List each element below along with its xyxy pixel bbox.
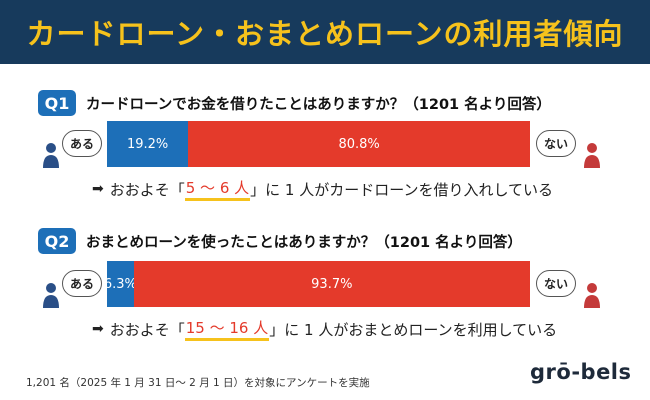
person-icon — [584, 143, 600, 168]
q2-yes-value-label: 6.3% — [107, 276, 134, 292]
person-icon — [584, 283, 600, 308]
q1-result-highlight: 5 ～ 6 人 — [184, 177, 251, 201]
logo: grō-bels — [530, 360, 632, 384]
arrow-right-icon: ➡ — [92, 321, 104, 337]
q2-no-value-label: 93.7% — [311, 276, 353, 292]
q1-no-value-label: 80.8% — [338, 136, 380, 152]
q2-result-highlight: 15 ～ 16 人 — [184, 317, 270, 341]
q2-question-text: おまとめローンを使ったことはありますか？（1201 名より回答） — [86, 235, 522, 251]
q1-no-label: ない — [536, 130, 576, 157]
q2-bar: 6.3% 93.7% — [107, 261, 530, 307]
q1-yes-segment: 19.2% — [107, 121, 189, 167]
q2-result: ➡ おおよそ「 15 ～ 16 人 」に 1 人がおまとめローンを利用している — [92, 317, 557, 341]
survey-footnote: 1,201 名（2025 年 1 月 31 日～ 2 月 1 日）を対象にアンケ… — [26, 377, 370, 389]
person-icon — [43, 143, 59, 168]
q2-no-label: ない — [536, 270, 576, 297]
q1-badge: Q1 — [38, 90, 76, 116]
q1-result-prefix: おおよそ「 — [109, 180, 185, 199]
q2-yes-segment: 6.3% — [107, 261, 134, 307]
q2-result-prefix: おおよそ「 — [109, 320, 185, 339]
q2-badge: Q2 — [38, 228, 76, 254]
header: カードローン・おまとめローンの利用者傾向 — [0, 0, 650, 64]
q1-no-segment: 80.8% — [188, 121, 530, 167]
q1-yes-value-label: 19.2% — [126, 136, 169, 152]
q2-result-suffix: 」に 1 人がおまとめローンを利用している — [269, 320, 558, 339]
q1-result-suffix: 」に 1 人がカードローンを借り入れしている — [250, 180, 554, 199]
arrow-right-icon: ➡ — [92, 181, 104, 197]
q1-yes-label: ある — [62, 130, 102, 157]
person-icon — [43, 283, 59, 308]
q1-question-text: カードローンでお金を借りたことはありますか？（1201 名より回答） — [86, 97, 551, 113]
q2-yes-label: ある — [62, 270, 102, 297]
q1-bar: 19.2% 80.8% — [107, 121, 530, 167]
q1-result: ➡ おおよそ「 5 ～ 6 人 」に 1 人がカードローンを借り入れしている — [92, 177, 553, 201]
page-title: カードローン・おまとめローンの利用者傾向 — [26, 17, 624, 51]
q2-no-segment: 93.7% — [133, 261, 530, 307]
